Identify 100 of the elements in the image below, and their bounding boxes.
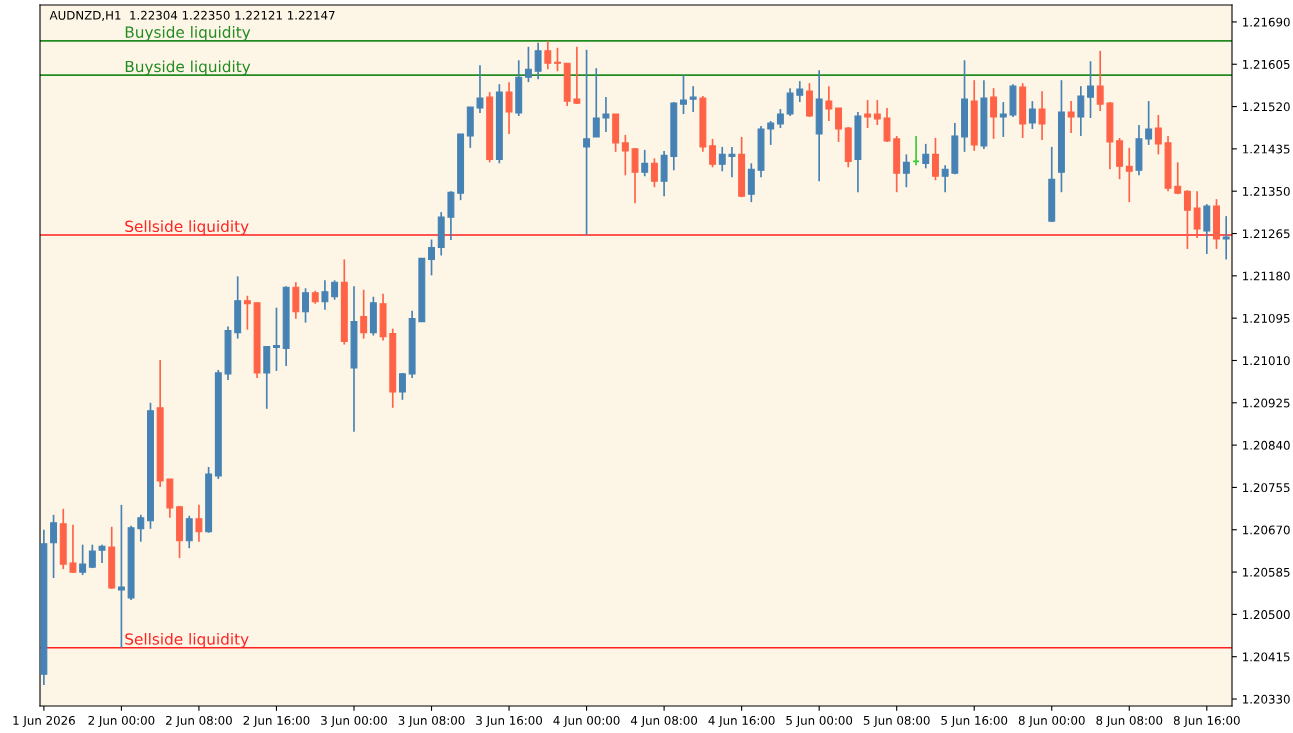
x-tick-label: 4 Jun 08:00 — [630, 715, 698, 728]
candlestick — [689, 85, 697, 113]
candlestick — [999, 101, 1007, 138]
candlestick — [1174, 161, 1182, 196]
x-tick-label: 2 Jun 16:00 — [243, 715, 310, 728]
candlestick — [505, 81, 513, 135]
y-tick-label: 1.21690 — [1243, 17, 1290, 27]
candlestick — [69, 523, 77, 574]
candlestick — [650, 157, 658, 189]
candlestick — [50, 513, 58, 579]
y-tick-label: 1.21520 — [1243, 102, 1290, 112]
candlestick — [243, 294, 251, 331]
candlestick — [331, 279, 339, 301]
y-tick-label: 1.20500 — [1243, 610, 1290, 620]
y-tick-label: 1.20925 — [1243, 398, 1290, 408]
candlestick — [902, 153, 910, 189]
candlestick — [796, 80, 804, 103]
candlestick — [602, 96, 610, 133]
candlestick — [1028, 100, 1036, 130]
y-tick-label: 1.21605 — [1243, 59, 1290, 69]
candlestick — [786, 87, 794, 117]
candlestick — [718, 146, 726, 173]
candlestick — [573, 45, 581, 105]
x-tick-label: 4 Jun 00:00 — [553, 715, 620, 728]
candlestick — [621, 134, 629, 177]
y-tick-label: 1.20330 — [1243, 694, 1290, 704]
candlestick — [631, 147, 639, 204]
y-tick-label: 1.21010 — [1243, 356, 1290, 366]
candlestick — [1193, 190, 1201, 239]
candlestick — [873, 99, 881, 126]
candlestick — [767, 120, 775, 146]
candlestick — [1067, 100, 1075, 134]
chart-title: AUDNZD,H1 1.22304 1.22350 1.22121 1.22147 — [49, 10, 335, 21]
candlestick — [476, 64, 484, 114]
x-tick-label: 1 Jun 2026 — [13, 715, 75, 728]
ref-line-label: Buyside liquidity — [125, 60, 251, 76]
candlestick — [534, 42, 542, 81]
candlestick — [544, 40, 552, 71]
candlestick — [1145, 100, 1153, 146]
x-tick-label: 3 Jun 16:00 — [476, 715, 543, 728]
candlestick — [592, 67, 600, 138]
candlestick — [524, 45, 532, 84]
candlestick — [776, 108, 784, 129]
candlestick — [941, 164, 949, 194]
candlestick — [680, 74, 687, 115]
x-tick-label: 5 Jun 00:00 — [786, 715, 853, 728]
x-tick-label: 8 Jun 16:00 — [1173, 715, 1240, 728]
candlestick — [1183, 189, 1191, 250]
candlestick — [1096, 49, 1104, 112]
ref-line-label: Buyside liquidity — [125, 26, 251, 41]
candlestick — [1038, 90, 1046, 141]
y-tick-label: 1.20585 — [1243, 567, 1290, 577]
candlestick — [728, 146, 736, 179]
candlestick — [583, 48, 591, 236]
candlestick — [302, 287, 309, 324]
candlestick — [912, 135, 920, 167]
candlestick — [117, 504, 125, 649]
candlestick — [428, 238, 435, 277]
candlestick — [1222, 215, 1230, 261]
candlestick — [79, 543, 87, 576]
candlestick — [990, 87, 998, 140]
x-tick-label: 5 Jun 08:00 — [863, 715, 930, 728]
candlestick — [835, 107, 843, 143]
candlestick — [641, 149, 649, 178]
ref-line-label: Sellside liquidity — [125, 220, 249, 236]
x-tick-label: 8 Jun 00:00 — [1018, 715, 1085, 728]
candlestick — [931, 137, 939, 182]
candlestick — [98, 543, 106, 564]
y-tick-label: 1.20415 — [1243, 652, 1290, 662]
y-tick-label: 1.20840 — [1243, 440, 1290, 450]
candlestick — [1087, 60, 1094, 119]
x-tick-label: 2 Jun 00:00 — [88, 715, 155, 728]
candlestick — [321, 279, 329, 311]
x-tick-label: 8 Jun 08:00 — [1096, 715, 1163, 728]
x-tick-label: 3 Jun 08:00 — [398, 715, 465, 728]
x-tick-label: 4 Jun 16:00 — [708, 715, 775, 728]
candlestick — [922, 143, 930, 170]
candlestick — [185, 514, 193, 550]
ref-line-label: Sellside liquidity — [125, 632, 249, 648]
candlestick — [1125, 147, 1133, 203]
candlestick — [1077, 85, 1085, 137]
candlestick — [1154, 114, 1162, 156]
candlestick — [398, 372, 406, 401]
candlestick — [864, 99, 872, 129]
candlestick — [883, 107, 891, 143]
y-tick-label: 1.21095 — [1243, 313, 1290, 323]
y-tick-label: 1.20755 — [1243, 483, 1290, 493]
y-tick-label: 1.21435 — [1243, 144, 1290, 154]
x-tick-label: 2 Jun 08:00 — [166, 715, 232, 728]
y-tick-label: 1.21350 — [1243, 186, 1290, 196]
x-tick-label: 3 Jun 00:00 — [321, 715, 387, 728]
candlestick — [554, 46, 561, 73]
candlestick — [709, 138, 717, 169]
x-tick-label: 5 Jun 16:00 — [941, 715, 1008, 728]
y-tick-label: 1.21265 — [1243, 229, 1290, 239]
y-tick-label: 1.20670 — [1243, 525, 1290, 535]
y-tick-label: 1.21180 — [1243, 271, 1290, 281]
candlestick — [272, 306, 280, 372]
candlestick — [825, 85, 833, 122]
candlestick — [195, 504, 203, 543]
